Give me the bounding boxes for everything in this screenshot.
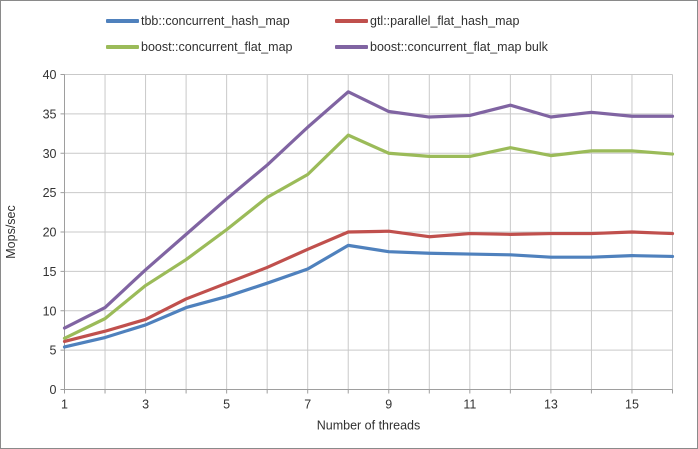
- x-tick-label: 7: [304, 398, 311, 412]
- legend-label: tbb::concurrent_hash_map: [141, 14, 290, 28]
- y-tick-label: 10: [43, 304, 57, 318]
- legend-item-boost-bulk: boost::concurrent_flat_map bulk: [335, 40, 548, 54]
- x-axis-title: Number of threads: [317, 419, 421, 433]
- legend-line-sample-gtl: [335, 19, 368, 23]
- legend-item-gtl: gtl::parallel_flat_hash_map: [335, 14, 519, 28]
- x-tick-label: 1: [61, 398, 68, 412]
- y-tick-label: 15: [43, 265, 57, 279]
- legend-item-boost: boost::concurrent_flat_map: [106, 40, 292, 54]
- series-line: [62, 243, 675, 349]
- y-tick-label: 25: [43, 186, 57, 200]
- y-axis-title: Mops/sec: [4, 205, 18, 259]
- y-tick-label: 30: [43, 147, 57, 161]
- x-tick-label: 15: [625, 398, 639, 412]
- legend-line-sample-boost: [106, 45, 139, 49]
- x-tick-label: 13: [544, 398, 558, 412]
- x-tick-label: 3: [142, 398, 149, 412]
- chart-legend: tbb::concurrent_hash_map gtl::parallel_f…: [1, 1, 697, 61]
- series-line: [62, 133, 675, 340]
- legend-line-sample-tbb: [106, 19, 139, 23]
- y-tick-label: 5: [50, 344, 57, 358]
- legend-item-tbb: tbb::concurrent_hash_map: [106, 14, 290, 28]
- y-tick-label: 20: [43, 226, 57, 240]
- y-tick-label: 40: [43, 68, 57, 82]
- y-tick-label: 0: [50, 383, 57, 397]
- legend-label: boost::concurrent_flat_map bulk: [370, 40, 548, 54]
- x-tick-label: 9: [385, 398, 392, 412]
- series-line: [62, 229, 675, 344]
- x-tick-label: 5: [223, 398, 230, 412]
- legend-label: boost::concurrent_flat_map: [141, 40, 293, 54]
- y-tick-label: 35: [43, 107, 57, 121]
- x-tick-label: 11: [463, 398, 476, 412]
- legend-line-sample-boost-bulk: [335, 45, 368, 49]
- series-line: [62, 90, 675, 330]
- legend-label: gtl::parallel_flat_hash_map: [370, 14, 520, 28]
